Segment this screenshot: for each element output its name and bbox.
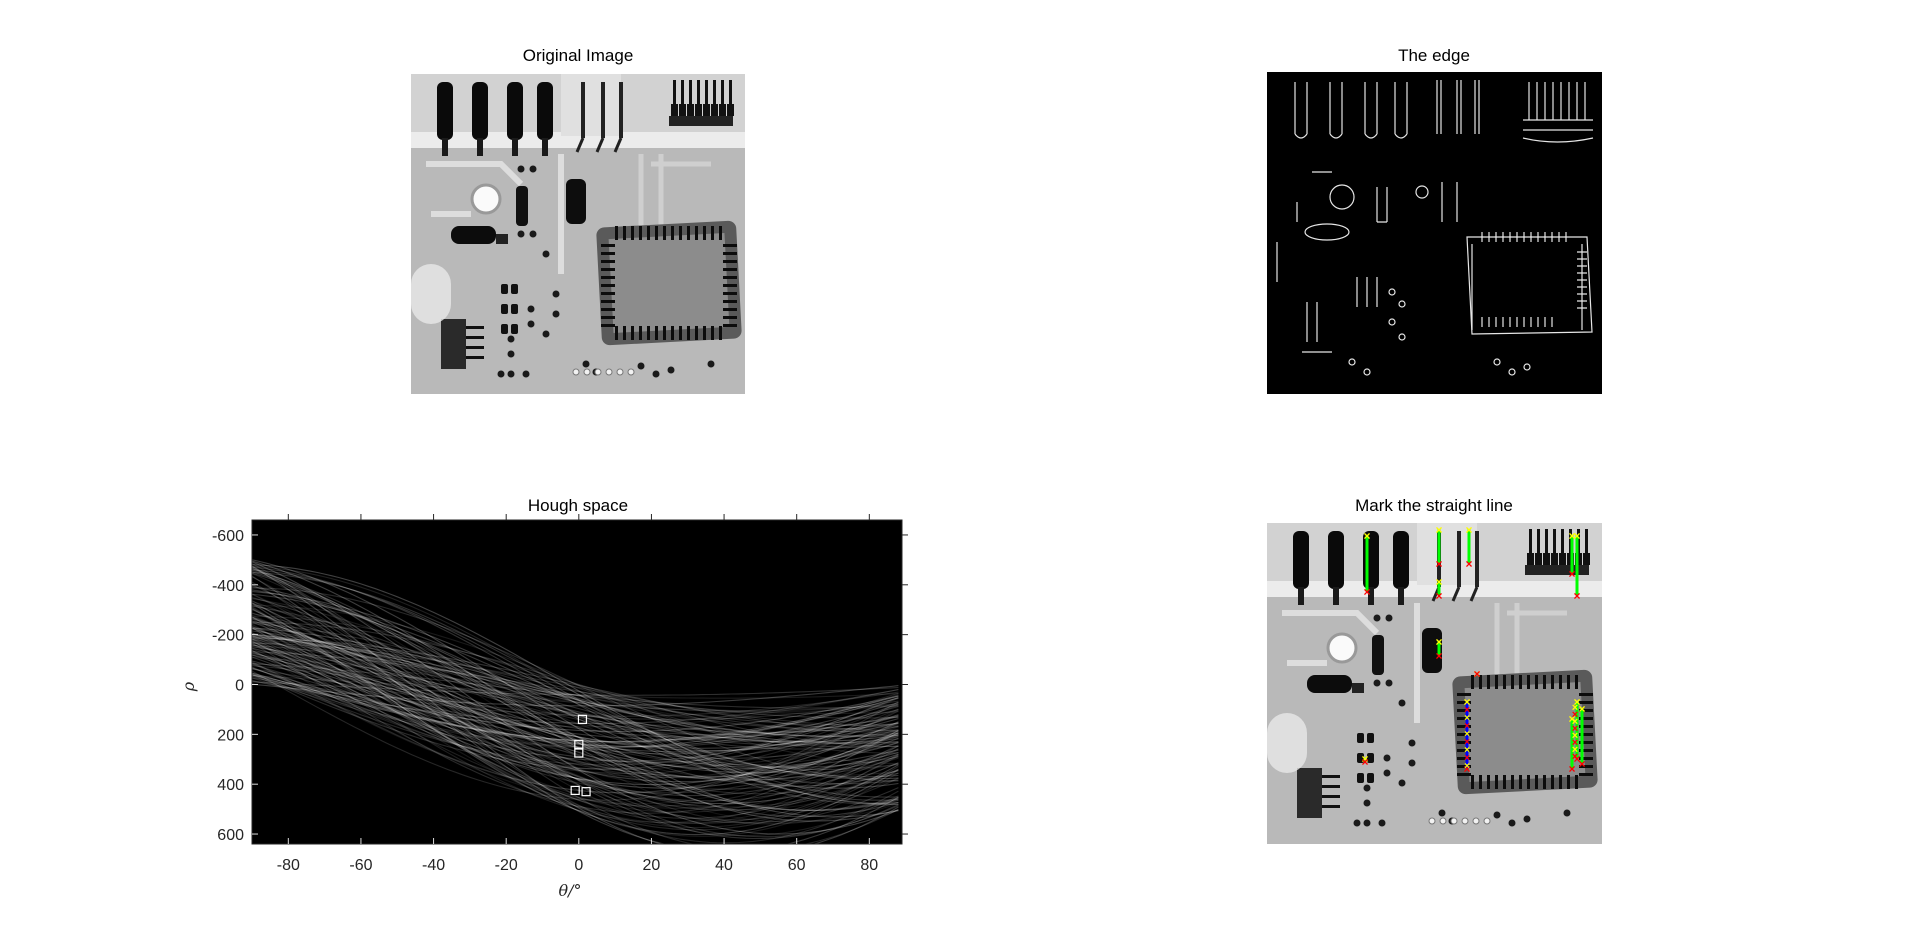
title-edge: The edge bbox=[1398, 46, 1470, 65]
svg-text:×: × bbox=[1435, 635, 1442, 649]
y-tick-label: -600 bbox=[212, 528, 244, 545]
hough-chart: -80 -60 -40 -20 0 20 40 60 80 -600 -400 -200 0 200 400… bbox=[175, 510, 915, 910]
svg-text:×: × bbox=[1463, 762, 1470, 776]
x-tick-label: 60 bbox=[788, 857, 806, 874]
svg-text:×: × bbox=[1465, 557, 1472, 571]
title-marked: Mark the straight line bbox=[1355, 496, 1513, 515]
svg-text:×: × bbox=[1435, 649, 1442, 663]
svg-text:×: × bbox=[1573, 752, 1580, 766]
svg-text:×: × bbox=[1363, 529, 1370, 543]
hough-peak bbox=[577, 714, 588, 724]
x-tick-label: 20 bbox=[643, 857, 661, 874]
x-axis-label: θ/° bbox=[558, 881, 581, 900]
svg-text:×: × bbox=[1463, 695, 1470, 709]
svg-text:×: × bbox=[1568, 529, 1575, 543]
hough-peak bbox=[574, 748, 584, 758]
svg-text:×: × bbox=[1464, 753, 1470, 764]
x-tick-label: -40 bbox=[422, 857, 445, 874]
svg-text:×: × bbox=[1573, 529, 1580, 543]
svg-text:×: × bbox=[1572, 737, 1578, 749]
svg-text:×: × bbox=[1573, 589, 1580, 603]
svg-text:×: × bbox=[1363, 585, 1370, 599]
y-tick-label: 200 bbox=[217, 727, 244, 744]
svg-text:×: × bbox=[1572, 709, 1578, 721]
x-tick-label: 40 bbox=[715, 857, 733, 874]
svg-text:×: × bbox=[1568, 567, 1575, 581]
x-tick-label: 80 bbox=[860, 857, 878, 874]
svg-text:×: × bbox=[1361, 755, 1368, 769]
svg-text:×: × bbox=[1464, 713, 1470, 724]
x-tick-label: 0 bbox=[574, 857, 583, 874]
svg-text:×: × bbox=[1572, 723, 1578, 735]
y-tick-label: 600 bbox=[217, 827, 244, 844]
y-tick-label: 400 bbox=[217, 777, 244, 794]
hough-peak bbox=[581, 787, 591, 797]
hough-peak bbox=[570, 785, 580, 796]
original-image bbox=[411, 74, 745, 394]
x-tick-label: -80 bbox=[277, 857, 300, 874]
svg-text:×: × bbox=[1464, 737, 1470, 748]
x-tick-label: -60 bbox=[349, 857, 372, 874]
y-axis-label: ρ bbox=[179, 681, 198, 692]
svg-text:×: × bbox=[1465, 523, 1472, 537]
svg-text:×: × bbox=[1435, 523, 1442, 537]
svg-text:×: × bbox=[1464, 745, 1470, 756]
svg-text:×: × bbox=[1573, 695, 1580, 709]
x-tick-label: -20 bbox=[495, 857, 518, 874]
title-hough: Hough space bbox=[527, 496, 629, 515]
svg-text:×: × bbox=[1435, 557, 1442, 571]
svg-text:×: × bbox=[1464, 761, 1470, 772]
svg-text:×: × bbox=[1568, 712, 1575, 726]
svg-text:×: × bbox=[1435, 575, 1442, 589]
svg-text:×: × bbox=[1464, 705, 1470, 716]
y-tick-label: -400 bbox=[212, 578, 244, 595]
title-original: Original Image bbox=[522, 46, 634, 65]
svg-text:×: × bbox=[1464, 729, 1470, 740]
svg-text:×: × bbox=[1435, 589, 1442, 603]
svg-text:×: × bbox=[1473, 667, 1480, 681]
svg-text:×: × bbox=[1568, 762, 1575, 776]
svg-text:×: × bbox=[1572, 730, 1578, 742]
y-tick-label: -200 bbox=[212, 628, 244, 645]
svg-text:×: × bbox=[1572, 716, 1578, 728]
svg-text:×: × bbox=[1578, 757, 1585, 771]
hough-plot-bg bbox=[252, 520, 902, 844]
marked-image: × × × × × × × × × × × × × × × × × × × × × × × × × × × × × × × × × × × × × × × ×… bbox=[1267, 523, 1602, 844]
svg-text:×: × bbox=[1572, 702, 1578, 714]
svg-text:×: × bbox=[1361, 752, 1368, 766]
svg-text:×: × bbox=[1572, 751, 1578, 763]
edge-image bbox=[1267, 72, 1602, 394]
y-tick-label: 0 bbox=[235, 677, 244, 694]
svg-text:×: × bbox=[1464, 721, 1470, 732]
hough-peak bbox=[574, 739, 584, 749]
svg-text:×: × bbox=[1578, 702, 1585, 716]
svg-text:×: × bbox=[1473, 667, 1480, 681]
svg-text:×: × bbox=[1572, 744, 1578, 756]
hough-axes-box bbox=[251, 519, 903, 845]
